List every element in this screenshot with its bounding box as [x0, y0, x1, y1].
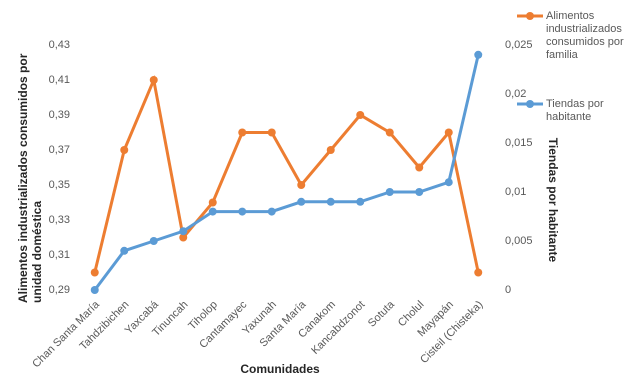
- marker: [297, 197, 306, 206]
- marker: [297, 181, 306, 189]
- marker: [326, 146, 335, 154]
- marker: [267, 128, 276, 137]
- marker: [238, 207, 247, 216]
- x-tick-label: Sotuta: [366, 298, 398, 330]
- y-tick-label: 0,39: [49, 109, 70, 121]
- y2-tick-label: 0: [505, 284, 511, 296]
- marker: [385, 188, 394, 196]
- marker: [208, 198, 217, 207]
- x-tick-label: Kancabdzonot: [309, 299, 367, 357]
- marker: [356, 197, 365, 206]
- y-tick-label: 0,31: [49, 249, 70, 261]
- marker: [474, 50, 483, 59]
- marker: [326, 197, 335, 206]
- marker: [356, 111, 365, 119]
- marker: [90, 286, 99, 294]
- marker: [444, 128, 453, 137]
- marker: [267, 207, 276, 216]
- marker: [179, 227, 188, 236]
- y-tick-label: 0,29: [49, 284, 70, 296]
- y2-axis-title: Tiendas por habitante: [546, 138, 560, 263]
- marker: [149, 237, 158, 245]
- marker: [474, 268, 483, 277]
- y2-tick-label: 0,015: [505, 137, 533, 149]
- x-axis-title: Comunidades: [240, 362, 320, 376]
- y2-tick-label: 0,01: [505, 186, 526, 198]
- marker: [120, 246, 129, 255]
- legend-marker: [526, 12, 534, 20]
- marker: [444, 178, 453, 187]
- y-tick-label: 0,43: [49, 39, 70, 51]
- marker: [238, 128, 247, 137]
- y-tick-label: 0,33: [49, 214, 70, 226]
- y2-tick-label: 0,025: [505, 39, 533, 51]
- marker: [415, 188, 424, 196]
- y2-tick-label: 0,02: [505, 88, 526, 100]
- y-tick-label: 0,35: [49, 179, 70, 191]
- marker: [385, 128, 394, 137]
- marker: [90, 268, 99, 277]
- y-axis-title: Alimentos industrializados consumidos po…: [16, 53, 44, 303]
- line: [93, 74, 480, 273]
- line: [93, 54, 480, 291]
- y2-tick-label: 0,005: [505, 235, 533, 247]
- marker: [179, 233, 188, 242]
- y-tick-label: 0,37: [49, 144, 70, 156]
- marker: [149, 76, 158, 84]
- legend-label: Tiendas por habitante: [546, 98, 604, 123]
- marker: [208, 207, 217, 216]
- y-tick-label: 0,41: [49, 74, 70, 86]
- marker: [120, 146, 129, 154]
- legend-label: Alimentos industrializados consumidos po…: [546, 10, 624, 61]
- legend-marker: [526, 100, 534, 108]
- marker: [415, 163, 424, 172]
